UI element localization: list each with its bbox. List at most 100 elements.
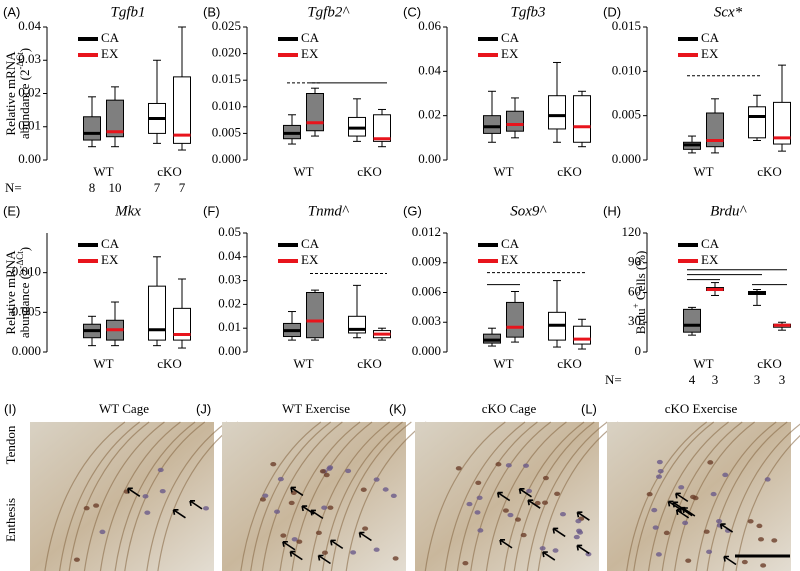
y-tick-label: 0.005 [612,107,641,122]
fiber [308,421,390,571]
cell [554,491,561,496]
fiber [470,421,552,571]
fiber [146,421,228,571]
y-tick-label: 0.010 [212,98,241,113]
fiber [647,421,729,571]
y-axis-label: Relative mRNA [3,51,18,136]
cell [73,557,80,562]
x-tick-label: cKO [157,356,182,371]
chart-title: Mkx [114,203,141,219]
x-tick-label: WT [93,164,113,179]
fiber [706,421,788,571]
cell [577,530,584,535]
cell [522,463,529,468]
cell [321,505,328,510]
panel-label: (C) [403,4,421,19]
y-tick-label: 0.00 [18,151,41,166]
arrow [317,554,331,565]
micrograph [415,422,599,571]
y-axis-label-sup: -ΔCt [15,52,25,70]
image-title: WT Exercise [282,401,350,416]
legend-label: EX [301,252,319,267]
y-axis-label-sup: + [631,303,641,308]
cell [296,539,303,544]
image-title: WT Cage [99,401,149,416]
chart-title: Tnmd^ [308,203,350,219]
y-axis-label-sup: -ΔCt [15,251,25,269]
fiber [673,421,755,571]
fiber [261,421,343,571]
cell [327,505,334,510]
arrow [329,539,344,550]
cell [651,507,658,513]
arrow [290,486,304,497]
y-axis-label: abundance (2-ΔCt) [15,247,32,338]
cell [291,537,298,542]
n-label: N= [605,372,622,387]
cell [710,491,717,497]
cell [771,538,778,543]
legend-label: EX [501,46,519,61]
fiber [424,421,506,571]
box [573,95,591,143]
arrow [499,539,513,549]
n-label: N= [5,180,22,195]
n-value: 3 [712,372,719,387]
cell [534,500,541,506]
panel-label: (J) [196,401,211,416]
n-value: 3 [754,372,761,387]
cell [475,480,482,486]
cell [682,520,689,526]
fiber [114,421,196,571]
y-tick-label: 60 [628,283,641,298]
legend-label: CA [501,236,520,251]
fiber [68,421,150,571]
y-axis-label: abundance (2-ΔCt) [15,48,32,139]
cell [326,466,333,471]
cell [741,559,748,565]
legend-label: EX [301,46,319,61]
cell [692,495,699,501]
panel-label: (A) [3,4,20,19]
cell [652,525,659,530]
y-tick-label: 0.005 [212,124,241,139]
y-tick-label: 90 [628,254,641,269]
arrow [675,509,690,519]
cell [142,494,149,499]
arrow [542,551,556,561]
box [83,116,101,141]
y-tick-label: 0.04 [418,62,441,77]
y-tick-label: 0.03 [218,272,241,287]
box [506,301,524,338]
y-tick-label: 0.015 [612,18,641,33]
arrow [682,507,696,517]
box [506,110,524,132]
cell [747,519,754,524]
cell [288,500,295,506]
x-tick-label: cKO [757,356,782,371]
arrow [576,511,590,521]
x-tick-label: cKO [157,164,182,179]
x-tick-label: WT [293,164,313,179]
cell [321,550,328,555]
y-tick-label: 0.04 [18,18,41,33]
y-tick-label: 0.009 [412,254,441,269]
cell [656,459,663,465]
fiber [633,421,715,571]
y-tick-label: 0.000 [212,151,241,166]
panel-label: (F) [203,203,220,218]
cell [474,510,481,515]
panel-label: (E) [3,203,20,218]
y-tick-label: 0.00 [418,151,441,166]
cell [93,503,100,508]
x-tick-label: cKO [357,356,382,371]
chart-title: Brdu^ [710,203,747,219]
cell [678,485,685,490]
fiber [444,421,526,571]
y-tick-label: 0.025 [212,18,241,33]
fiber [291,421,373,571]
box [106,99,124,138]
box [306,93,324,132]
y-tick-label: 120 [622,224,642,239]
